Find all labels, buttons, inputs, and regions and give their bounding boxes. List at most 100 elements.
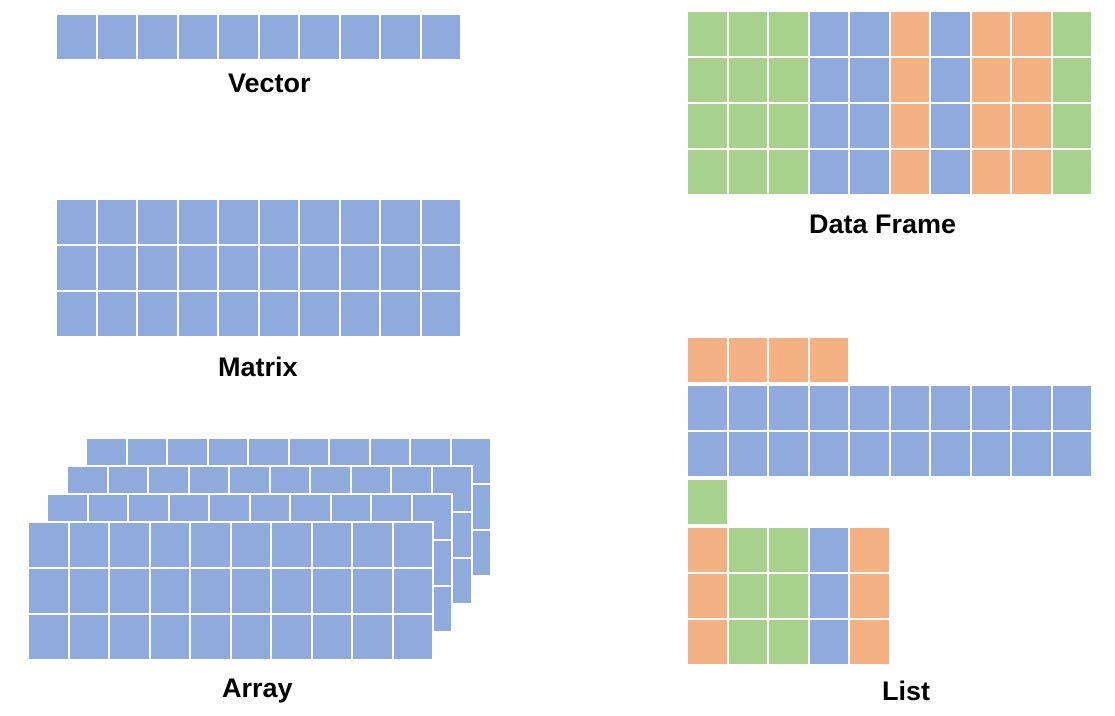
list-element-4-cell <box>688 528 727 572</box>
data-frame-cells-cell <box>769 58 808 102</box>
list-element-4-cell <box>769 528 808 572</box>
list-element-4-cell <box>850 574 889 618</box>
matrix-cells-cell <box>57 292 96 336</box>
list-element-2-cell <box>769 432 808 476</box>
array-layer-4-cell <box>191 523 230 567</box>
list-element-4-cell <box>728 574 767 618</box>
data-frame-cells-cell <box>809 150 848 194</box>
matrix-cells-cell <box>300 246 339 290</box>
data-frame-cells-cell <box>809 12 848 56</box>
vector-cells-cell <box>381 15 420 59</box>
array-layer-4-cell <box>69 569 108 613</box>
data-frame-cells-cell <box>931 58 970 102</box>
matrix-cells-cell <box>138 246 177 290</box>
list-element-4-cell <box>688 620 727 664</box>
data-frame-cells-cell <box>769 150 808 194</box>
data-frame-cells-cell <box>931 104 970 148</box>
array-layer-4-cell <box>231 569 270 613</box>
vector-cells-cell <box>219 15 258 59</box>
list-element-2-cell <box>769 386 808 430</box>
array-layer-4-cell <box>69 523 108 567</box>
data-frame-cells-cell <box>890 58 929 102</box>
list-element-4-cell <box>809 528 848 572</box>
array-layer-4-cell <box>191 615 230 659</box>
list-element-4-cell <box>688 574 727 618</box>
vector-cells-cell <box>340 15 379 59</box>
array-layer-4-cell <box>29 523 68 567</box>
list-element-1-cell <box>688 338 727 382</box>
data-frame-cells-cell <box>728 58 767 102</box>
matrix-cells-cell <box>259 292 298 336</box>
matrix-cells-cell <box>340 292 379 336</box>
list-element-2-cell <box>1012 432 1051 476</box>
matrix-cells-cell <box>57 200 96 244</box>
list-element-2-cell <box>971 432 1010 476</box>
matrix-cells-cell <box>300 200 339 244</box>
array-layer-4-cell <box>231 615 270 659</box>
matrix-cells-cell <box>138 292 177 336</box>
vector-label: Vector <box>228 68 311 98</box>
array-layer-4-cell <box>191 569 230 613</box>
list-element-2-cell <box>971 386 1010 430</box>
matrix-cells-cell <box>340 246 379 290</box>
array-layer-4-cell <box>353 569 392 613</box>
data-frame-cells-cell <box>1052 104 1091 148</box>
list-element-2-cell <box>931 386 970 430</box>
vector-cells-cell <box>97 15 136 59</box>
array-layer-4-cell <box>312 615 351 659</box>
matrix-cells-cell <box>340 200 379 244</box>
data-frame-label: Data Frame <box>809 209 957 239</box>
list-element-4-cell <box>728 620 767 664</box>
data-frame-cells-cell <box>1012 150 1051 194</box>
data-frame-cells-cell <box>971 58 1010 102</box>
array-layer-4-cell <box>272 523 311 567</box>
data-frame-cells-cell <box>1012 12 1051 56</box>
list-element-2-cell <box>728 386 767 430</box>
array-layer-4-cell <box>150 523 189 567</box>
matrix-cells-cell <box>178 246 217 290</box>
array-layer-4-cell <box>150 569 189 613</box>
matrix-cells-cell <box>219 246 258 290</box>
data-frame-cells-cell <box>850 150 889 194</box>
matrix-cells-cell <box>219 292 258 336</box>
data-frame-cells-cell <box>971 150 1010 194</box>
array-layer-4-cell <box>353 523 392 567</box>
data-frame-cells-cell <box>1012 104 1051 148</box>
matrix-cells-cell <box>219 200 258 244</box>
array-layer-4-cell <box>29 615 68 659</box>
vector-cells-cell <box>138 15 177 59</box>
array-layer-4-cell <box>272 615 311 659</box>
matrix-cells-cell <box>178 292 217 336</box>
list-element-2-cell <box>809 432 848 476</box>
data-frame-cells-cell <box>931 12 970 56</box>
array-layer-4-cell <box>110 523 149 567</box>
data-frame-cells-cell <box>728 104 767 148</box>
array-layer-4-cell <box>110 615 149 659</box>
list-element-2-cell <box>688 432 727 476</box>
data-frame-cells-cell <box>850 104 889 148</box>
data-frame-cells-cell <box>809 104 848 148</box>
matrix-cells-cell <box>178 200 217 244</box>
vector-cells-cell <box>178 15 217 59</box>
data-frame-cells-cell <box>809 58 848 102</box>
list-element-2-cell <box>1052 386 1091 430</box>
list-element-2-cell <box>688 386 727 430</box>
list-element-4-cell <box>728 528 767 572</box>
data-frame-cells-cell <box>890 104 929 148</box>
list-element-2-cell <box>850 386 889 430</box>
matrix-cells-cell <box>381 292 420 336</box>
data-frame-cells-cell <box>1012 58 1051 102</box>
array-layer-4-cell <box>393 569 432 613</box>
data-frame-cells-cell <box>1052 12 1091 56</box>
array-layer-4-cell <box>312 569 351 613</box>
array-layer-4-cell <box>150 615 189 659</box>
data-frame-cells-cell <box>688 12 727 56</box>
data-frame-cells-cell <box>728 12 767 56</box>
vector-cells-cell <box>259 15 298 59</box>
list-element-2-cell <box>1012 386 1051 430</box>
list-element-4-cell <box>850 528 889 572</box>
list-element-3-cell <box>688 480 727 524</box>
array-label: Array <box>222 673 293 703</box>
array-layer-4-cell <box>231 523 270 567</box>
list-element-4-cell <box>809 620 848 664</box>
